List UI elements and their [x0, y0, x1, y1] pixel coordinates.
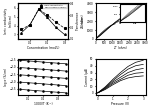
Y-axis label: Current (μA): Current (μA)	[85, 68, 89, 86]
X-axis label: Concentration (mol/L): Concentration (mol/L)	[27, 46, 59, 50]
Ionic conductivity	[38, 9, 40, 10]
Transference number	[38, 9, 40, 10]
Transference number	[46, 14, 48, 16]
X-axis label: 1000/T (K⁻¹): 1000/T (K⁻¹)	[34, 102, 52, 105]
Transference number	[64, 28, 65, 29]
Y-axis label: Transference
number: Transference number	[76, 11, 84, 31]
Ionic conductivity	[21, 32, 22, 33]
Line: Transference number: Transference number	[21, 8, 65, 30]
Ionic conductivity	[55, 27, 57, 28]
Transference number	[21, 29, 22, 30]
Y-axis label: log σ (S/cm): log σ (S/cm)	[4, 68, 8, 86]
Y-axis label: Z'' (ohm): Z'' (ohm)	[81, 14, 85, 28]
Ionic conductivity	[29, 24, 31, 25]
Ionic conductivity	[64, 34, 65, 35]
Y-axis label: Ionic conductivity
(mS/cm): Ionic conductivity (mS/cm)	[4, 8, 13, 34]
Transference number	[29, 24, 31, 25]
Transference number	[55, 22, 57, 23]
Ionic conductivity	[46, 17, 48, 18]
X-axis label: Pressure (V): Pressure (V)	[111, 102, 130, 105]
Line: Ionic conductivity: Ionic conductivity	[21, 9, 65, 35]
X-axis label: Z' (ohm): Z' (ohm)	[114, 46, 127, 50]
Legend: Ionic conductivity, Transference number: Ionic conductivity, Transference number	[40, 4, 67, 8]
